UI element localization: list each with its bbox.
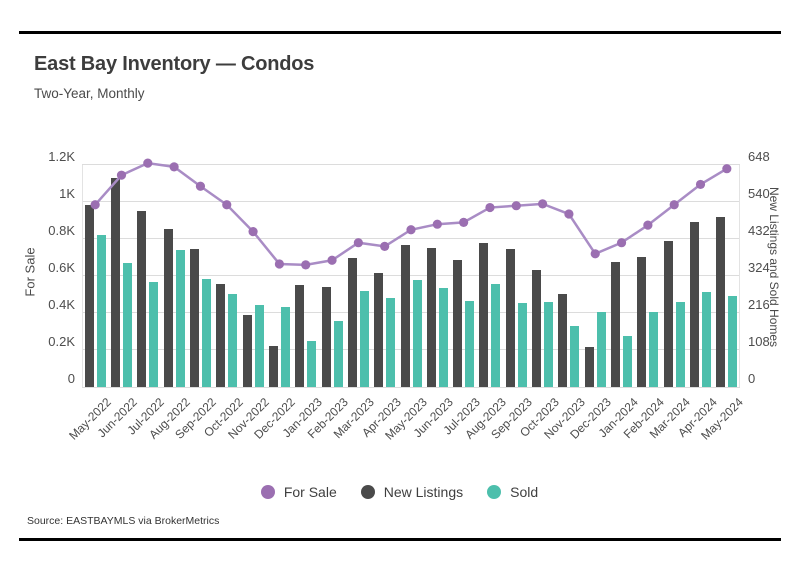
new-listings-bar-Nov-2022 (242, 315, 252, 387)
new-listings-bar-Jul-2022 (137, 210, 147, 387)
legend-label: New Listings (383, 484, 464, 500)
right-axis-tick: 216 (748, 297, 770, 312)
sold-bar-Apr-2024 (702, 291, 712, 387)
top-rule (19, 31, 781, 34)
sold-bar-Oct-2023 (544, 302, 554, 387)
sold-bar-Jun-2022 (122, 262, 132, 387)
sold-bar-Dec-2022 (280, 307, 290, 387)
gridline (82, 164, 740, 165)
sold-bar-Aug-2023 (491, 283, 501, 387)
sold-bar-Jul-2023 (465, 300, 475, 387)
new-listings-bar-Aug-2023 (479, 243, 489, 387)
left-axis-tick: 0.4K (48, 297, 75, 312)
legend-label: For Sale (283, 484, 337, 500)
new-listings-bar-Jun-2022 (110, 178, 120, 387)
new-listings-bar-Jul-2023 (453, 260, 463, 387)
bottom-rule (19, 538, 781, 541)
new-listings-bar-May-2022 (84, 205, 94, 387)
new-listings-bar-Oct-2023 (532, 269, 542, 387)
gridline (82, 349, 740, 350)
sold-bar-Oct-2022 (228, 293, 238, 387)
new-listings-bar-May-2023 (400, 245, 410, 387)
right-axis-tick: 432 (748, 223, 770, 238)
legend-item-sold: Sold (487, 484, 538, 500)
gridline (82, 387, 740, 388)
chart-subtitle: Two-Year, Monthly (34, 86, 145, 101)
gridline (82, 275, 740, 276)
new-listings-bar-May-2024 (716, 216, 726, 387)
legend-swatch-icon (487, 485, 502, 499)
left-axis-tick: 0.8K (48, 223, 75, 238)
chart-title: East Bay Inventory — Condos (34, 53, 315, 75)
new-listings-bar-Jan-2023 (295, 284, 305, 387)
source-note: Source: EASTBAYMLS via BrokerMetrics (27, 515, 220, 527)
left-axis-tick: 0.6K (48, 260, 75, 275)
right-axis-tick: 648 (748, 149, 770, 164)
legend-item-new-listings: New Listings (360, 484, 464, 500)
left-axis-tick: 1K (59, 186, 75, 201)
sold-bar-Jan-2024 (623, 335, 633, 387)
sold-bar-Jun-2023 (438, 288, 448, 387)
right-axis-tick: 324 (748, 260, 770, 275)
sold-bar-Feb-2024 (649, 311, 659, 387)
left-axis-tick: 1.2K (48, 149, 75, 164)
sold-bar-Nov-2023 (570, 325, 580, 387)
plot-border (739, 165, 740, 387)
new-listings-bar-Nov-2023 (558, 293, 568, 387)
new-listings-bar-Jan-2024 (611, 261, 621, 387)
sold-bar-Mar-2023 (359, 291, 369, 387)
sold-bar-Mar-2024 (675, 302, 685, 387)
new-listings-bar-Aug-2022 (163, 229, 173, 387)
left-axis-tick: 0 (67, 371, 75, 386)
new-listings-bar-Sep-2023 (505, 248, 515, 387)
new-listings-bar-Feb-2023 (321, 286, 331, 387)
right-axis-tick: 0 (748, 371, 756, 386)
sold-bar-Feb-2023 (333, 321, 343, 387)
new-listings-bar-Apr-2024 (690, 221, 700, 387)
plot-border (82, 165, 83, 387)
new-listings-bar-Sep-2022 (189, 248, 199, 387)
sold-bar-Sep-2023 (517, 303, 527, 387)
new-listings-bar-Apr-2023 (374, 273, 384, 387)
new-listings-bar-Feb-2024 (637, 256, 647, 387)
new-listings-bar-Dec-2023 (584, 346, 594, 387)
right-axis-tick: 540 (748, 186, 770, 201)
sold-bar-Jul-2022 (149, 282, 159, 387)
sold-bar-Aug-2022 (175, 249, 185, 387)
sold-bar-May-2023 (412, 280, 422, 387)
legend-label: Sold (510, 484, 539, 500)
sold-bar-Sep-2022 (201, 279, 211, 387)
gridline (82, 312, 740, 313)
new-listings-bar-Mar-2024 (663, 240, 673, 387)
sold-bar-Jan-2023 (307, 340, 317, 387)
legend-item-for-sale: For Sale (260, 484, 337, 500)
right-axis-tick: 108 (748, 334, 770, 349)
gridline (82, 238, 740, 239)
legend-swatch-icon (260, 485, 275, 499)
legend: For Sale New Listings Sold (0, 484, 799, 500)
new-listings-bar-Mar-2023 (347, 258, 357, 387)
new-listings-bar-Dec-2022 (268, 345, 278, 387)
left-axis-tick: 0.2K (48, 334, 75, 349)
sold-bar-Apr-2023 (386, 297, 396, 387)
legend-swatch-icon (360, 485, 375, 499)
sold-bar-Dec-2023 (596, 312, 606, 387)
sold-bar-May-2024 (728, 296, 738, 387)
new-listings-bar-Oct-2022 (216, 284, 226, 387)
plot-area (82, 164, 740, 388)
new-listings-bar-Jun-2023 (426, 247, 436, 387)
sold-bar-Nov-2022 (254, 304, 264, 387)
sold-bar-May-2022 (96, 234, 106, 387)
gridline (82, 201, 740, 202)
